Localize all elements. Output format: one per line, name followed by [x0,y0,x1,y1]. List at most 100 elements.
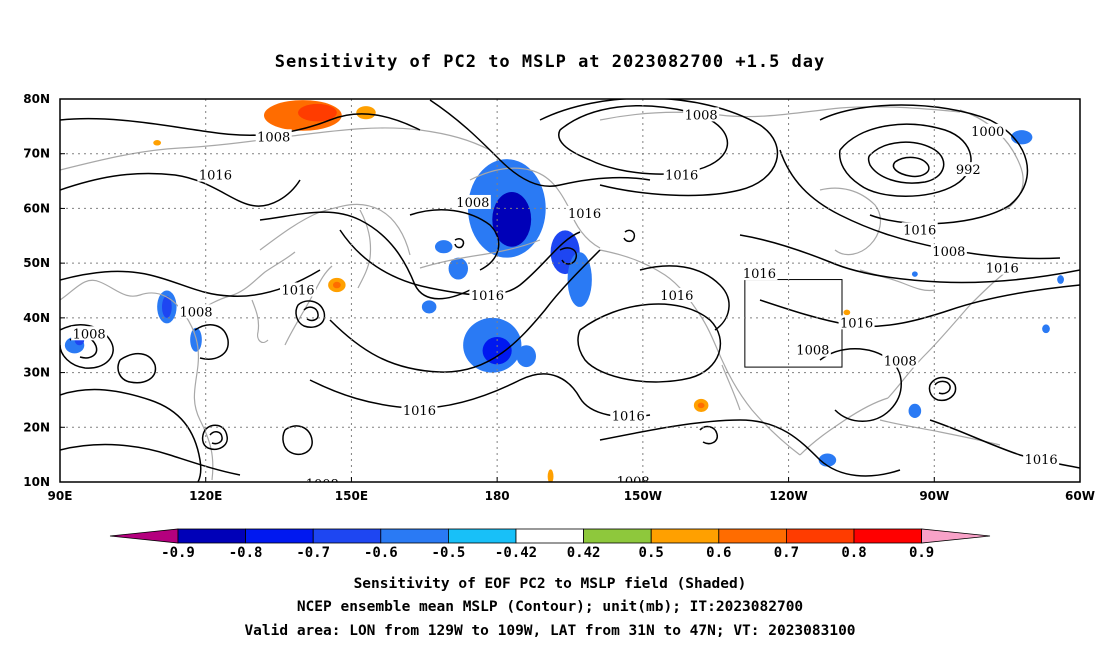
contour-label: 1016 [1025,453,1058,468]
x-tick-label: 90W [919,489,949,503]
contour-line [201,424,228,450]
contour-line [759,284,1080,328]
y-tick-label: 80N [23,92,50,106]
map-title: Sensitivity of PC2 to MSLP at 2023082700… [275,52,826,72]
contour-label-bg [1023,452,1060,467]
contour-label-bg [969,123,1006,138]
colorbar-box [583,528,652,544]
shading-blob-15 [162,295,172,318]
contour-label: 1016 [471,289,504,304]
map-panel: 1008101610081008101610161000992101610081… [23,92,1095,503]
colorbar: -0.9 -0.8 -0.7 -0.6 -0.5 -0.42 0.42 0.5 0.6 0.7 0.… [109,528,991,561]
x-axis-ticks: 90E 120E 150E 180 150W 120W 90W 60W [48,477,1095,503]
coast-na-west [599,249,801,456]
contour-label: 1008 [73,327,106,342]
contour-line [60,269,321,297]
shading-blob-29 [911,271,918,277]
colorbar-box [312,528,382,544]
contour-line [259,211,471,300]
contour-line [577,303,721,383]
contour-label-bg [469,287,506,302]
contour-line [639,265,730,331]
contour-label: 1016 [665,169,698,184]
contour-line [599,419,901,477]
shading-blob-9 [434,240,453,254]
coast-siberia-north [60,127,491,171]
colorbar-label: -0.5 [432,545,466,561]
contour-label-bg [882,353,919,368]
shading-blob-25 [908,403,922,418]
contour-label: 1008 [179,305,212,320]
contour-line [929,419,1080,469]
contour-label-bg [658,287,695,302]
contour-label: 1008 [796,344,829,359]
contour-line [739,234,1080,284]
shading-blob-13 [516,345,536,368]
contour-label: 1016 [403,404,436,419]
contour-line [429,99,651,187]
colorbar-label: 0.9 [909,545,934,561]
caption-line-1: Sensitivity of EOF PC2 to MSLP field (Sh… [354,576,747,592]
contour-label-bg [197,167,234,182]
contour-label: 1016 [612,409,645,424]
contour-line [558,105,729,175]
contour-label-bg [930,244,967,259]
contour-line [60,324,114,369]
contour-label: 1016 [986,262,1019,277]
y-tick-label: 40N [23,311,50,325]
shading-blob-12 [482,337,512,365]
x-tick-label: 60W [1065,489,1095,503]
colorbar-box [650,528,720,544]
x-tick-label: 180 [485,489,510,503]
colorbar-box [718,528,787,544]
coast-russia-east [259,203,411,256]
contour-label: 1016 [903,223,936,238]
colorbar-label: -0.7 [296,545,330,561]
contour-label-bg [401,402,438,417]
contour-label-bg [610,408,647,423]
contour-line [699,425,719,445]
contour-label: 1016 [840,316,873,331]
caption-line-3: Valid area: LON from 129W to 109W, LAT f… [244,623,855,639]
coastlines [60,106,1024,481]
colorbar-high-triangle [921,528,991,544]
caption-line-2: NCEP ensemble mean MSLP (Contour); unit(… [297,599,803,615]
contour-label-bg [178,304,214,319]
contour-label-bg [901,222,938,237]
colorbar-label: -0.6 [364,545,398,561]
colorbar-label: 0.5 [639,545,664,561]
y-tick-label: 10N [23,475,50,489]
y-tick-label: 70N [23,147,50,161]
y-tick-label: 30N [23,366,50,380]
contour-label-bg [954,162,983,177]
colorbar-boxes [109,528,991,544]
contour-line [539,99,779,197]
colorbar-label: -0.9 [161,545,195,561]
shading-blob-2 [356,106,376,120]
colorbar-box [177,528,246,544]
x-tick-label: 150E [335,489,368,503]
contour-label: 1016 [281,284,314,299]
contour-line [282,425,313,456]
contour-line [60,443,241,476]
caption-block: Sensitivity of EOF PC2 to MSLP field (Sh… [244,576,855,639]
shading-blob-1 [298,103,337,122]
map-frame [59,98,1081,483]
shading-blob-5 [492,192,532,247]
coast-aleutians [419,239,541,269]
shading-blob-26 [818,453,837,467]
shading-blob-30 [1057,275,1064,284]
x-tick-label: 150W [624,489,662,503]
contour-line [303,306,319,322]
contour-label-bg [304,476,341,482]
contour-line [819,104,1029,225]
contour-label: 992 [956,163,981,178]
shading-blob-3 [153,140,162,146]
contour-line [194,324,229,360]
contour-label: 1008 [456,196,489,211]
contour-line [60,388,202,482]
contour-label-bg [663,167,700,182]
shading-blob-7 [567,252,592,307]
x-tick-label: 90E [48,489,73,503]
contour-label: 1008 [306,478,339,493]
